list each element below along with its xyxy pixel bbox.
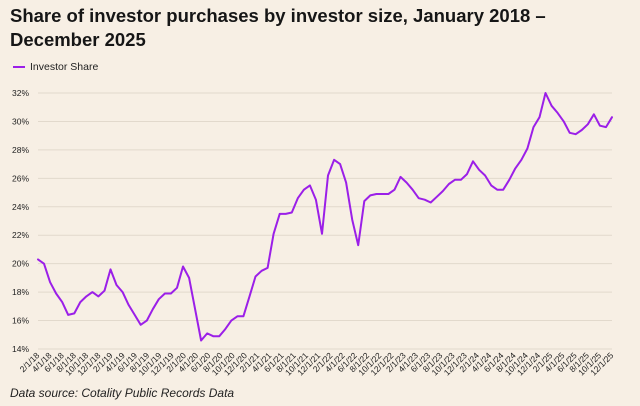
y-tick-label: 16% bbox=[12, 316, 29, 326]
series-line-investor-share bbox=[37, 92, 613, 342]
y-tick-label: 22% bbox=[12, 230, 29, 240]
chart-title: Share of investor purchases by investor … bbox=[10, 5, 546, 50]
data-source-note: Data source: Cotality Public Records Dat… bbox=[10, 386, 235, 400]
y-tick-label: 14% bbox=[12, 344, 29, 354]
y-tick-label: 30% bbox=[12, 116, 29, 126]
y-tick-label: 26% bbox=[12, 173, 29, 183]
legend: Investor Share bbox=[13, 61, 98, 73]
y-tick-label: 20% bbox=[12, 259, 29, 269]
y-tick-label: 24% bbox=[12, 202, 29, 212]
y-tick-label: 18% bbox=[12, 287, 29, 297]
legend-label: Investor Share bbox=[30, 61, 99, 73]
y-tick-label: 28% bbox=[12, 145, 29, 155]
y-tick-label: 32% bbox=[12, 88, 29, 98]
legend-swatch bbox=[13, 66, 25, 68]
